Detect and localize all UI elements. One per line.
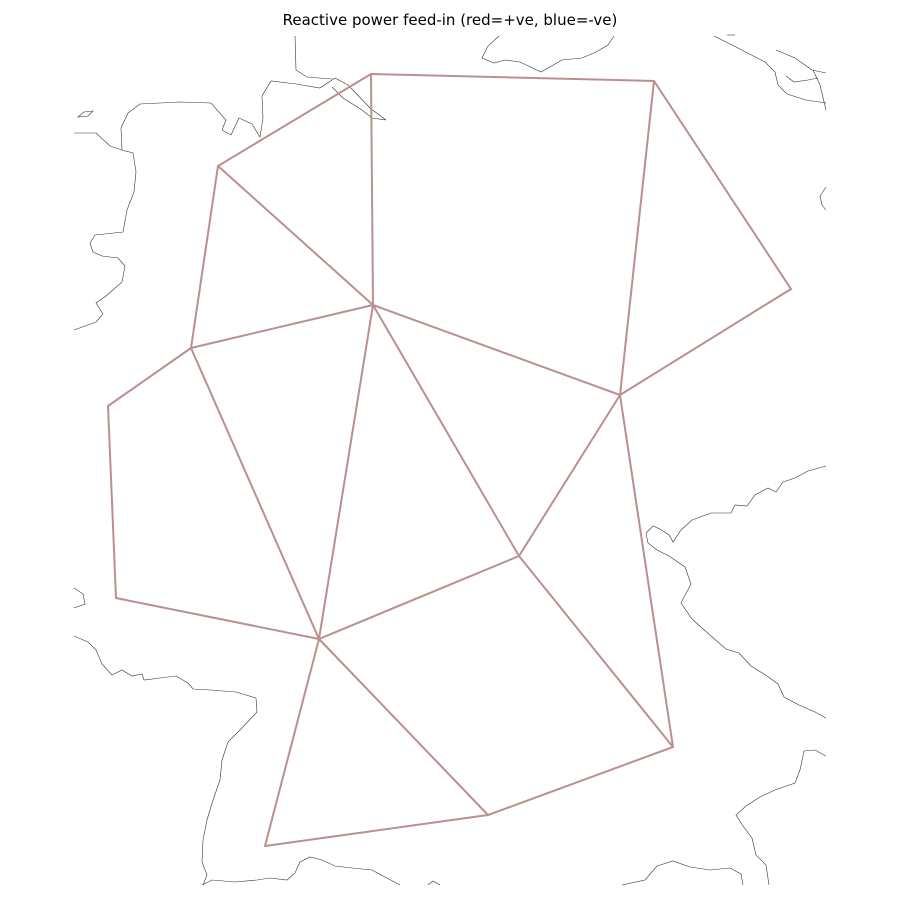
border-austria-south (621, 860, 744, 886)
transmission-line (653, 80, 792, 290)
transmission-line (372, 304, 621, 396)
transmission-line (190, 347, 320, 640)
coastline-bornholm-edge (819, 186, 827, 211)
coastlines (73, 34, 827, 886)
transmission-line (370, 73, 374, 306)
coastline-baltic-east (713, 35, 827, 104)
transmission-line (619, 288, 792, 396)
transmission-line (318, 304, 374, 640)
transmission-line (370, 73, 655, 82)
coastline-baltic-south (481, 35, 615, 73)
coastline-rugen (775, 49, 827, 111)
coastline-island-small (77, 110, 94, 118)
border-austria (735, 749, 827, 886)
transmission-line (518, 555, 674, 748)
transmission-line (264, 814, 489, 847)
transmission-line (318, 555, 520, 640)
transmission-line (372, 304, 520, 557)
transmission-line (264, 638, 320, 847)
border-czech (645, 465, 827, 719)
transmission-line (619, 80, 655, 396)
coastline-north-sea (73, 132, 137, 331)
transmission-line (217, 73, 372, 167)
transmission-line (619, 394, 674, 748)
border-switzerland (201, 856, 401, 886)
transmission-line (518, 394, 621, 557)
coastline-jutland (120, 77, 387, 151)
transmission-line (107, 405, 117, 599)
coastline-zealand (294, 35, 333, 80)
transmission-line (318, 638, 489, 816)
transmission-line (115, 597, 320, 640)
transmission-lines (107, 73, 792, 847)
border-france (73, 587, 258, 886)
transmission-line (190, 304, 374, 349)
transmission-line (487, 746, 674, 816)
transmission-line (190, 165, 219, 349)
transmission-line (217, 165, 374, 306)
border-lake (427, 880, 441, 886)
map-title: Reactive power feed-in (red=+ve, blue=-v… (282, 11, 618, 29)
transmission-line (107, 347, 192, 407)
